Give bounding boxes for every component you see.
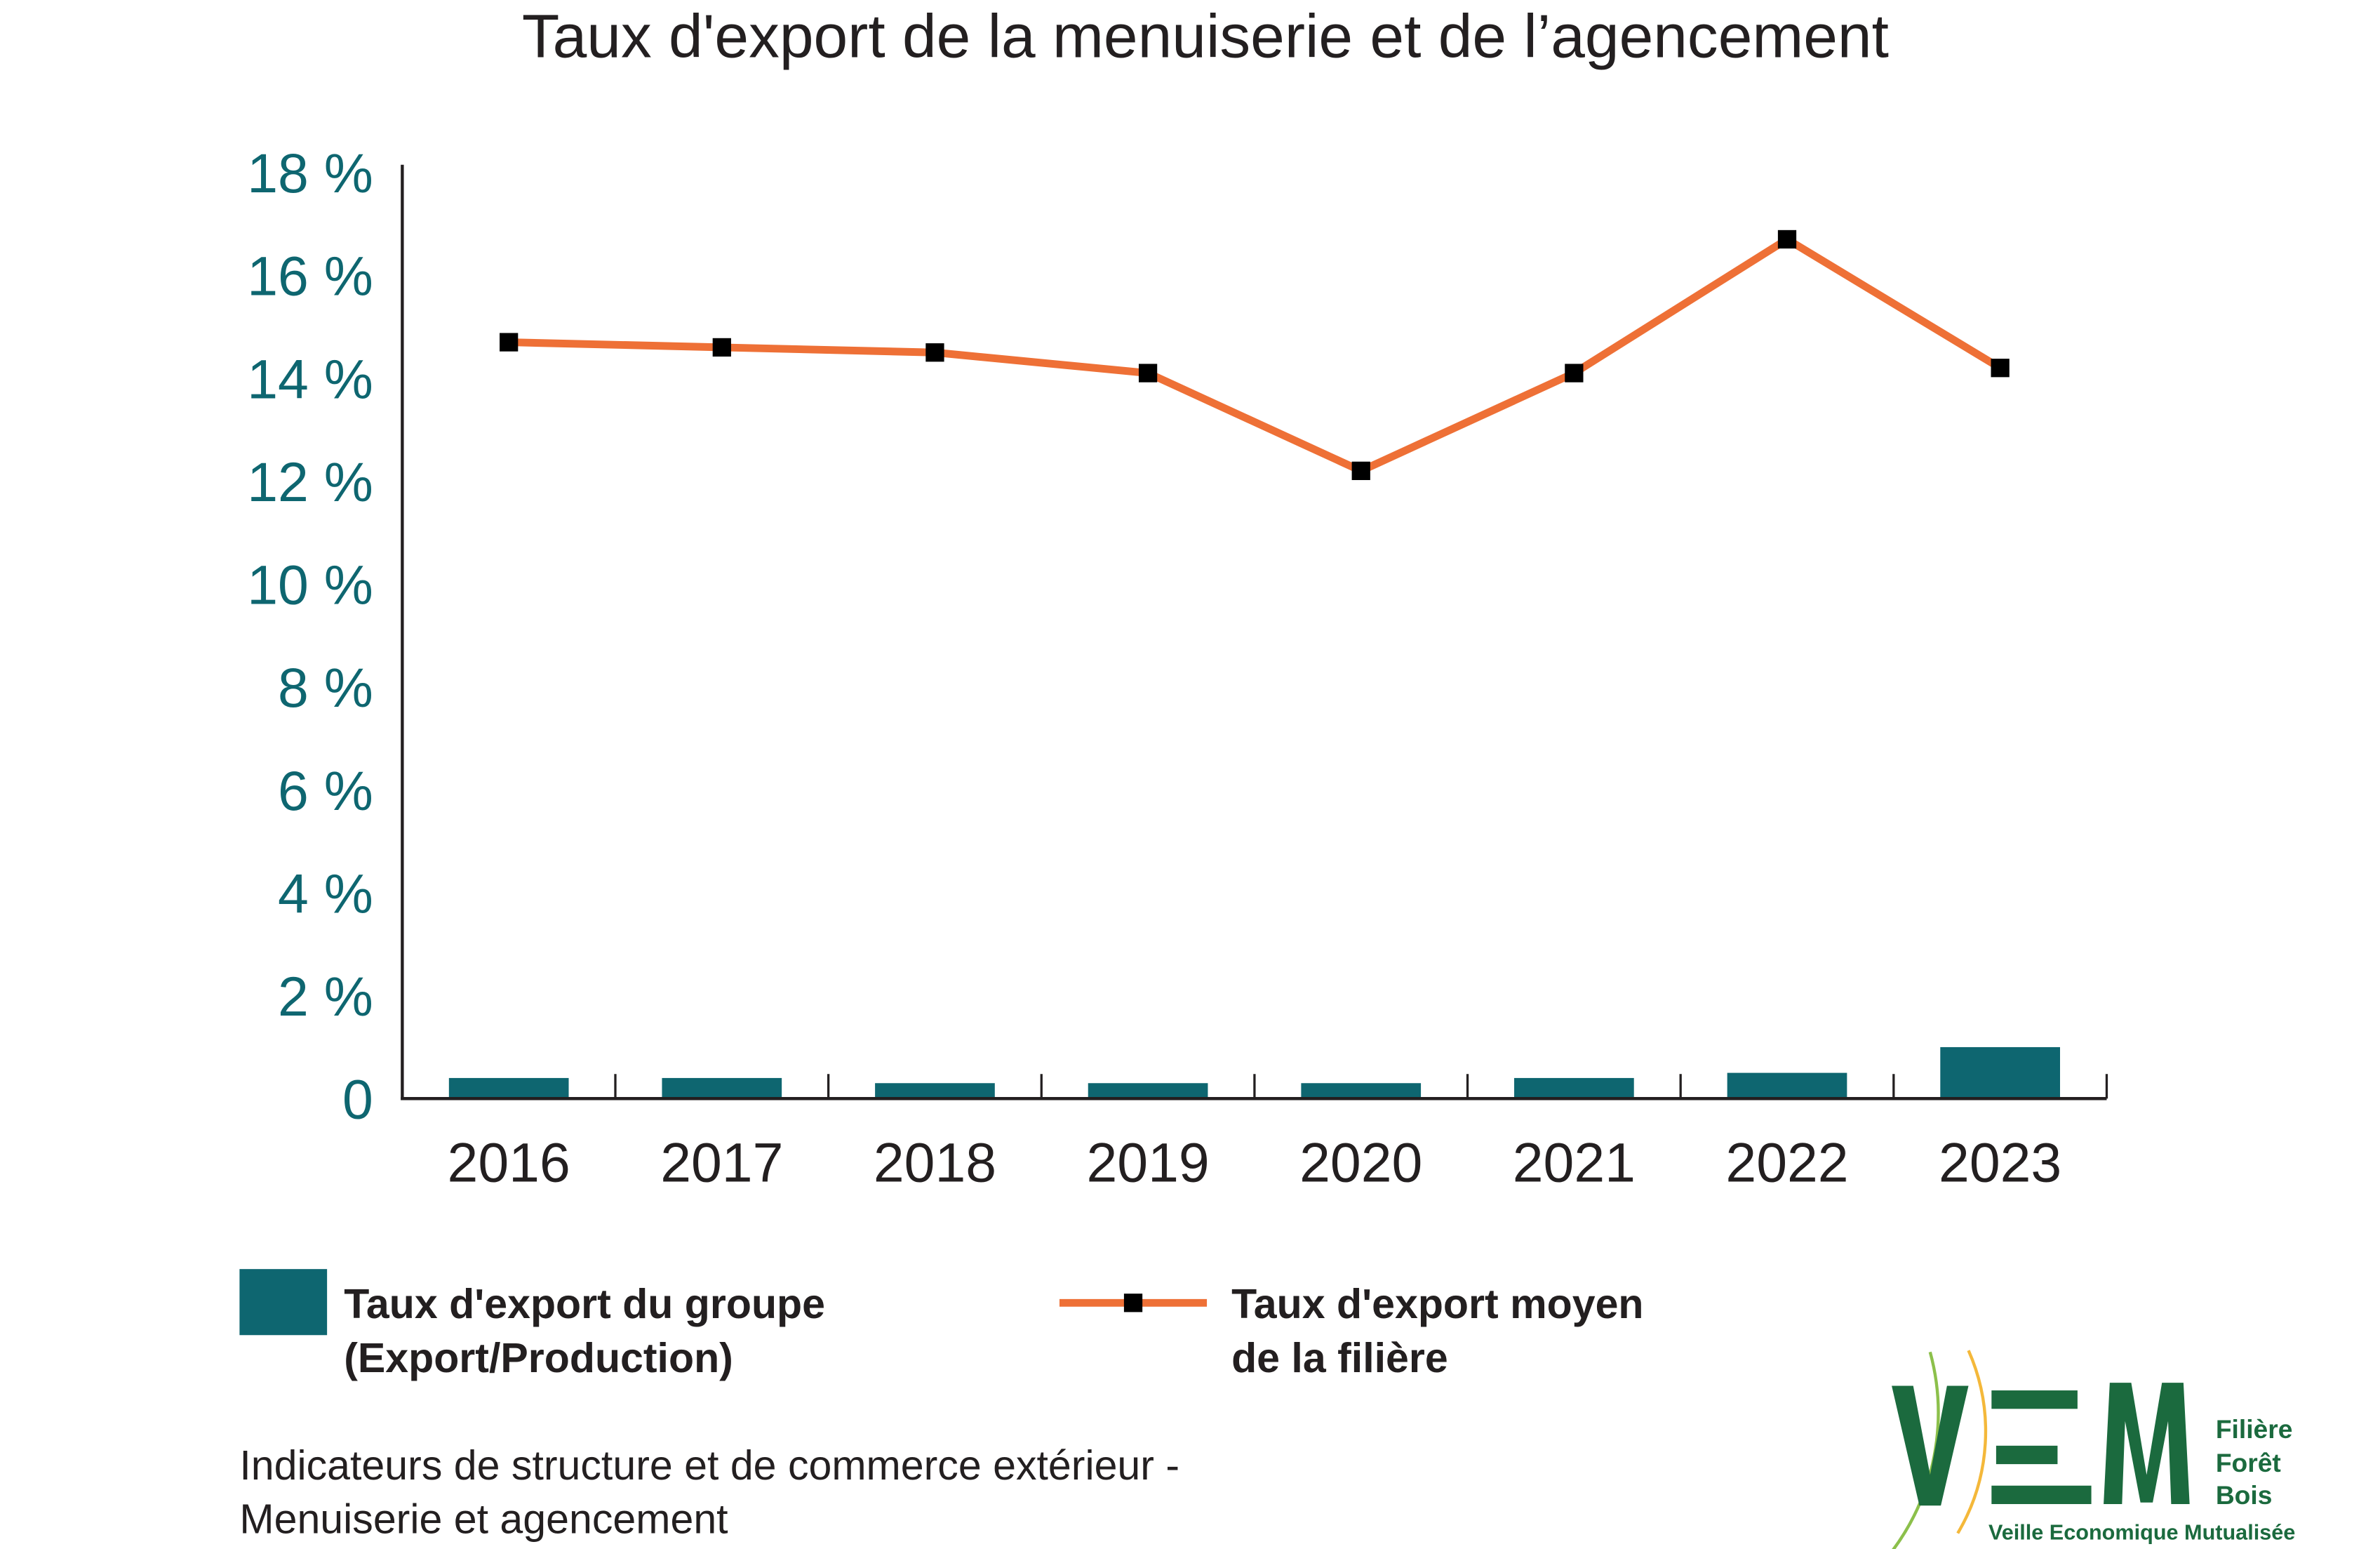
- x-tick-label: 2023: [1939, 1131, 2061, 1193]
- vem-logo: Filière Forêt Bois Veille Economique Mut…: [1892, 1350, 2295, 1549]
- legend-label-bar-2: (Export/Production): [344, 1335, 733, 1381]
- x-tick-label: 2016: [448, 1131, 570, 1193]
- x-tick-label: 2018: [874, 1131, 996, 1193]
- line-marker-2017: [712, 338, 731, 357]
- logo-line-2: Forêt: [2216, 1448, 2281, 1477]
- bar-series: [448, 1046, 2060, 1099]
- y-tick-label: 6 %: [278, 760, 373, 822]
- x-tick-label: 2022: [1725, 1131, 1848, 1193]
- y-tick-label: 14 %: [247, 348, 373, 410]
- y-tick-label: 12 %: [247, 451, 373, 513]
- y-axis-ticks: 0 2 % 4 % 6 % 8 % 10 % 12 % 14 % 16 % 18 %: [247, 142, 373, 1131]
- chart-title: Taux d'export de la menuiserie et de l’a…: [522, 2, 1889, 71]
- logo-line-3: Bois: [2216, 1480, 2273, 1510]
- legend-swatch-marker: [1123, 1294, 1143, 1312]
- x-axis-ticks: 2016 2017 2018 2019 2020 2021 2022 2023: [448, 1131, 2062, 1193]
- source-line-1: Indicateurs de structure et de commerce …: [239, 1442, 1179, 1489]
- line-marker-2021: [1565, 364, 1584, 383]
- x-tick-label: 2020: [1299, 1131, 1422, 1193]
- x-tick-label: 2017: [660, 1131, 783, 1193]
- legend: Taux d'export du groupe (Export/Producti…: [239, 1269, 1644, 1381]
- y-tick-label: 0: [342, 1069, 373, 1131]
- legend-label-bar-1: Taux d'export du groupe: [344, 1281, 825, 1327]
- bar-2017: [662, 1077, 782, 1099]
- legend-swatch-bar: [239, 1269, 328, 1336]
- y-tick-label: 2 %: [278, 966, 373, 1028]
- bar-2018: [875, 1083, 995, 1099]
- bar-2021: [1514, 1077, 1634, 1099]
- legend-label-line-2: de la filière: [1231, 1335, 1448, 1381]
- line-marker-2016: [500, 333, 519, 352]
- logo-tagline: Veille Economique Mutualisée: [1988, 1520, 2295, 1544]
- bar-2016: [448, 1077, 569, 1099]
- x-tick-label: 2021: [1513, 1131, 1636, 1193]
- y-tick-label: 8 %: [278, 657, 373, 719]
- y-tick-label: 18 %: [247, 142, 373, 204]
- axes: [401, 164, 2108, 1101]
- logo-line-1: Filière: [2216, 1414, 2293, 1444]
- line-marker-2022: [1777, 230, 1797, 249]
- bar-2019: [1088, 1083, 1208, 1099]
- y-tick-label: 4 %: [278, 863, 373, 924]
- bar-2023: [1940, 1046, 2060, 1099]
- source-line-2: Menuiserie et agencement: [239, 1496, 728, 1543]
- line-path: [509, 235, 2003, 475]
- line-marker-2023: [1991, 359, 2010, 378]
- line-marker-2020: [1351, 461, 1370, 480]
- bar-2022: [1727, 1072, 1847, 1099]
- x-tick-label: 2019: [1086, 1131, 1209, 1193]
- legend-label-line-1: Taux d'export moyen: [1231, 1281, 1643, 1327]
- y-tick-label: 16 %: [247, 246, 373, 307]
- y-tick-label: 10 %: [247, 554, 373, 616]
- line-marker-2019: [1138, 364, 1158, 383]
- bar-2020: [1301, 1083, 1422, 1099]
- line-marker-2018: [925, 343, 944, 362]
- line-series: [500, 230, 2010, 480]
